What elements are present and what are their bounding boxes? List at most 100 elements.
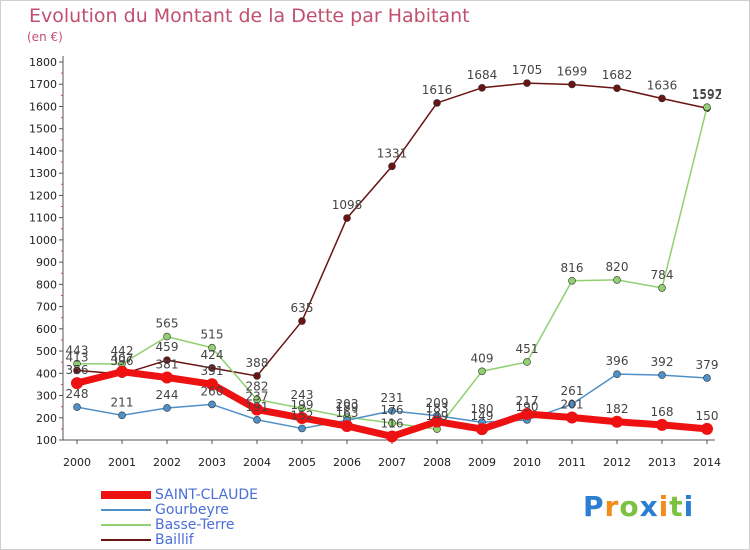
data-label-basse-terre: 176 xyxy=(381,403,404,417)
y-tick-label: 600 xyxy=(36,323,57,336)
data-label-baillif: 413 xyxy=(66,350,89,364)
point-saint-claude xyxy=(701,422,713,435)
proxiti-logo: Proxiti xyxy=(583,490,694,523)
data-label-baillif: 1331 xyxy=(377,146,408,160)
data-label-baillif: 424 xyxy=(201,348,224,362)
y-tick-label: 500 xyxy=(36,345,57,358)
y-tick-label: 1600 xyxy=(29,100,57,113)
point-basse-terre xyxy=(478,367,486,376)
point-baillif xyxy=(343,214,351,222)
data-label-saint-claude: 217 xyxy=(516,394,539,408)
point-baillif xyxy=(478,83,486,92)
data-label-gourbeyre: 261 xyxy=(561,384,584,398)
point-gourbeyre xyxy=(613,370,621,378)
legend-label-gourbeyre: Gourbeyre xyxy=(155,502,229,518)
data-label-basse-terre: 443 xyxy=(66,344,89,358)
point-gourbeyre xyxy=(163,404,171,412)
logo-letter: t xyxy=(669,490,684,523)
point-basse-terre xyxy=(613,276,621,284)
data-label-gourbeyre: 396 xyxy=(606,354,629,368)
point-saint-claude xyxy=(476,423,488,436)
point-gourbeyre xyxy=(388,407,396,415)
x-tick-label: 2013 xyxy=(648,456,676,469)
y-tick-label: 1000 xyxy=(29,234,57,247)
data-label-saint-claude: 183 xyxy=(426,402,449,416)
data-label-gourbeyre: 152 xyxy=(291,408,314,422)
point-baillif xyxy=(658,94,666,103)
data-label-basse-terre: 203 xyxy=(336,397,359,411)
data-label-gourbeyre: 209 xyxy=(426,396,449,410)
y-tick-label: 900 xyxy=(36,256,57,269)
data-label-basse-terre: 1597 xyxy=(692,87,723,101)
data-label-saint-claude: 381 xyxy=(156,358,179,372)
y-tick-label: 200 xyxy=(36,412,57,425)
point-saint-claude xyxy=(611,415,623,428)
point-baillif xyxy=(568,80,576,89)
data-label-basse-terre: 282 xyxy=(246,380,269,394)
data-label-gourbeyre: 189 xyxy=(336,400,359,414)
point-basse-terre xyxy=(163,332,171,341)
data-label-baillif: 1682 xyxy=(602,68,633,82)
data-label-saint-claude: 351 xyxy=(201,364,224,378)
point-basse-terre xyxy=(298,404,306,413)
data-label-baillif: 459 xyxy=(156,340,179,354)
point-baillif xyxy=(208,364,216,372)
data-label-basse-terre: 149 xyxy=(426,409,449,423)
data-label-gourbeyre: 244 xyxy=(156,388,179,402)
logo-letter: r xyxy=(604,490,620,523)
logo-letter: x xyxy=(639,490,659,523)
point-gourbeyre xyxy=(658,371,666,379)
y-tick-label: 1500 xyxy=(29,123,57,136)
point-gourbeyre xyxy=(208,400,216,409)
y-tick-label: 700 xyxy=(36,301,57,314)
point-saint-claude xyxy=(251,403,263,416)
legend-label-basse-terre: Basse-Terre xyxy=(155,517,235,533)
data-label-basse-terre: 451 xyxy=(516,342,539,356)
x-tick-label: 2004 xyxy=(243,456,271,469)
logo-letter: P xyxy=(583,490,605,523)
data-label-basse-terre: 816 xyxy=(561,261,584,275)
point-baillif xyxy=(163,356,171,364)
data-label-gourbeyre: 248 xyxy=(66,387,89,401)
point-baillif xyxy=(388,162,396,171)
x-tick-label: 2011 xyxy=(558,456,586,469)
data-label-baillif: 1098 xyxy=(332,198,363,212)
data-label-baillif: 1705 xyxy=(512,63,543,77)
point-baillif xyxy=(253,372,261,380)
point-saint-claude xyxy=(71,377,83,390)
point-baillif xyxy=(433,99,441,107)
data-label-saint-claude: 201 xyxy=(561,398,584,412)
point-basse-terre xyxy=(253,395,261,404)
point-gourbeyre xyxy=(73,403,81,411)
series-line-baillif xyxy=(76,82,708,377)
data-label-saint-claude: 182 xyxy=(606,402,629,416)
x-tick-label: 2005 xyxy=(288,456,316,469)
data-label-gourbeyre: 180 xyxy=(471,402,494,416)
data-label-saint-claude: 237 xyxy=(246,390,269,404)
x-tick-label: 2009 xyxy=(468,456,496,469)
data-label-saint-claude: 150 xyxy=(696,409,719,423)
point-basse-terre xyxy=(703,103,711,111)
point-baillif xyxy=(298,317,306,325)
point-saint-claude xyxy=(386,430,398,443)
y-tick-label: 300 xyxy=(36,390,57,403)
point-baillif xyxy=(613,84,621,93)
x-tick-label: 2008 xyxy=(423,456,451,469)
logo-letter: i xyxy=(658,490,670,523)
x-tick-label: 2010 xyxy=(513,456,541,469)
point-saint-claude xyxy=(566,411,578,424)
data-label-saint-claude: 149 xyxy=(471,409,494,423)
point-gourbeyre xyxy=(703,374,711,382)
data-label-saint-claude: 199 xyxy=(291,398,314,412)
point-gourbeyre xyxy=(118,411,126,420)
point-saint-claude xyxy=(296,411,308,424)
data-label-gourbeyre: 191 xyxy=(246,400,269,414)
data-label-basse-terre: 820 xyxy=(606,260,629,274)
y-tick-label: 1800 xyxy=(29,56,57,69)
point-baillif xyxy=(523,79,531,87)
y-tick-label: 1300 xyxy=(29,167,57,180)
legend-label-baillif: Baillif xyxy=(155,532,194,548)
x-tick-label: 2006 xyxy=(333,456,361,469)
